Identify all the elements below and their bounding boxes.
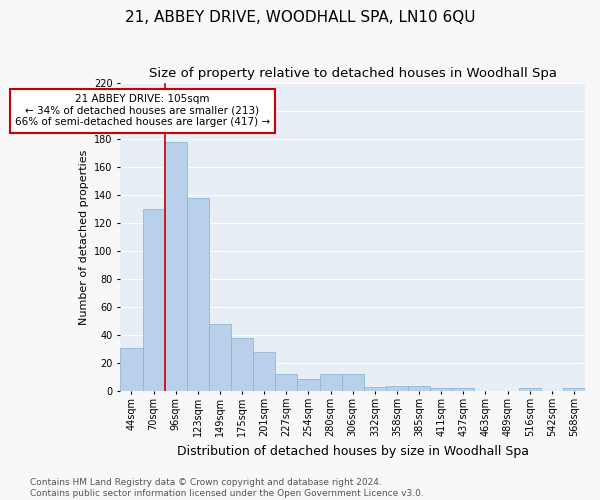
Bar — [408, 386, 430, 391]
Bar — [253, 352, 275, 391]
Y-axis label: Number of detached properties: Number of detached properties — [79, 150, 89, 325]
Bar — [298, 378, 320, 391]
Text: 21 ABBEY DRIVE: 105sqm
← 34% of detached houses are smaller (213)
66% of semi-de: 21 ABBEY DRIVE: 105sqm ← 34% of detached… — [15, 94, 270, 128]
Bar — [563, 388, 585, 391]
Text: Contains HM Land Registry data © Crown copyright and database right 2024.
Contai: Contains HM Land Registry data © Crown c… — [30, 478, 424, 498]
Bar — [430, 388, 452, 391]
Bar — [143, 209, 164, 391]
Bar — [518, 388, 541, 391]
Text: 21, ABBEY DRIVE, WOODHALL SPA, LN10 6QU: 21, ABBEY DRIVE, WOODHALL SPA, LN10 6QU — [125, 10, 475, 25]
Bar — [341, 374, 364, 391]
Bar — [121, 348, 143, 391]
Bar — [275, 374, 298, 391]
Bar — [320, 374, 341, 391]
Bar — [209, 324, 231, 391]
Bar — [452, 388, 475, 391]
Bar — [231, 338, 253, 391]
Bar — [187, 198, 209, 391]
X-axis label: Distribution of detached houses by size in Woodhall Spa: Distribution of detached houses by size … — [177, 444, 529, 458]
Bar — [364, 387, 386, 391]
Bar — [386, 386, 408, 391]
Bar — [164, 142, 187, 391]
Title: Size of property relative to detached houses in Woodhall Spa: Size of property relative to detached ho… — [149, 68, 557, 80]
